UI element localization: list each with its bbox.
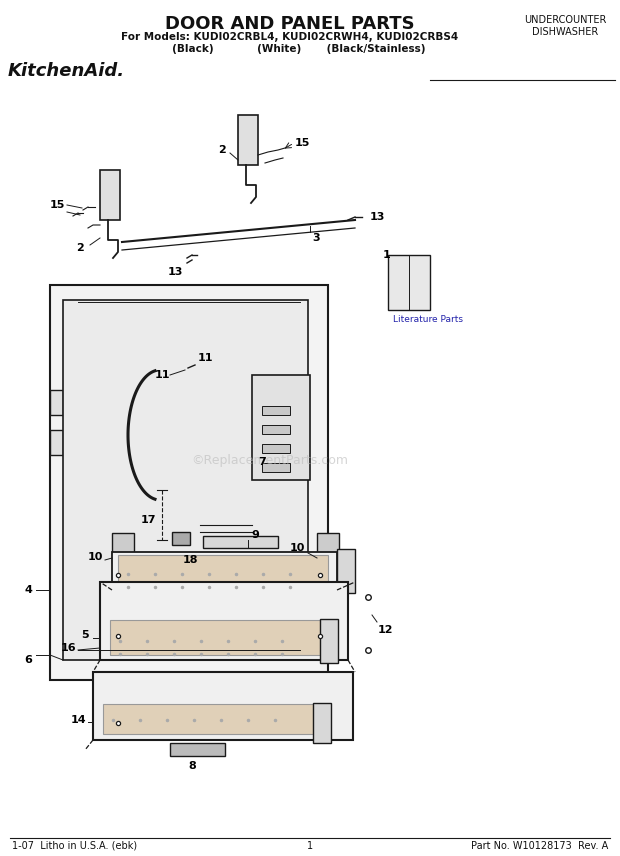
Bar (320, 619, 338, 663)
Text: 4: 4 (24, 585, 32, 595)
Text: 10: 10 (87, 552, 103, 562)
Bar (110, 620, 320, 655)
Bar (262, 406, 290, 415)
Text: 1: 1 (383, 250, 390, 260)
Text: 16: 16 (60, 643, 76, 653)
Text: 3: 3 (312, 233, 320, 243)
Text: 2: 2 (218, 145, 226, 155)
Text: 11: 11 (198, 353, 213, 363)
Text: Part No. W10128173  Rev. A: Part No. W10128173 Rev. A (471, 841, 608, 851)
Text: For Models: KUDI02CRBL4, KUDI02CRWH4, KUDI02CRBS4: For Models: KUDI02CRBL4, KUDI02CRWH4, KU… (122, 32, 459, 42)
Bar (313, 703, 331, 743)
Text: UNDERCOUNTER: UNDERCOUNTER (524, 15, 606, 25)
Text: 9: 9 (251, 530, 259, 540)
Bar (170, 743, 225, 756)
Bar (50, 390, 63, 415)
Bar (337, 549, 355, 593)
Bar (238, 115, 258, 165)
Bar (262, 425, 290, 434)
Text: KitchenAid.: KitchenAid. (8, 62, 125, 80)
Text: 11: 11 (154, 370, 170, 380)
Text: DISHWASHER: DISHWASHER (532, 27, 598, 37)
Text: 13: 13 (167, 267, 183, 277)
Bar (262, 444, 290, 453)
Bar (172, 532, 190, 545)
Bar (100, 170, 120, 220)
Text: 10: 10 (290, 543, 304, 553)
Text: 5: 5 (81, 630, 89, 640)
Text: 15: 15 (50, 200, 64, 210)
Bar (317, 533, 339, 563)
Bar (93, 672, 353, 740)
Text: 15: 15 (295, 138, 311, 148)
Text: 17: 17 (140, 515, 156, 525)
Text: (Black)            (White)       (Black/Stainless): (Black) (White) (Black/Stainless) (154, 44, 426, 54)
Bar (50, 430, 63, 455)
Bar (388, 255, 430, 310)
Text: 1-07  Litho in U.S.A. (ebk): 1-07 Litho in U.S.A. (ebk) (12, 841, 137, 851)
Bar (118, 555, 328, 587)
Text: 12: 12 (378, 625, 394, 635)
Bar (63, 300, 308, 660)
Text: 18: 18 (183, 555, 198, 565)
Bar (262, 463, 290, 472)
Text: DOOR AND PANEL PARTS: DOOR AND PANEL PARTS (165, 15, 415, 33)
Bar (50, 285, 328, 680)
Text: 7: 7 (258, 457, 266, 467)
Bar (112, 533, 134, 563)
Bar (100, 582, 348, 660)
Bar (103, 704, 313, 734)
Text: 13: 13 (370, 212, 386, 222)
Text: Literature Parts: Literature Parts (393, 315, 463, 324)
Text: ©ReplacementParts.com: ©ReplacementParts.com (192, 454, 348, 467)
Text: 1: 1 (307, 841, 313, 851)
Bar (112, 552, 337, 590)
Bar (252, 375, 310, 480)
Text: 8: 8 (188, 761, 196, 771)
Text: 6: 6 (24, 655, 32, 665)
Bar (203, 536, 278, 548)
Text: 2: 2 (76, 243, 84, 253)
Text: 14: 14 (70, 715, 86, 725)
